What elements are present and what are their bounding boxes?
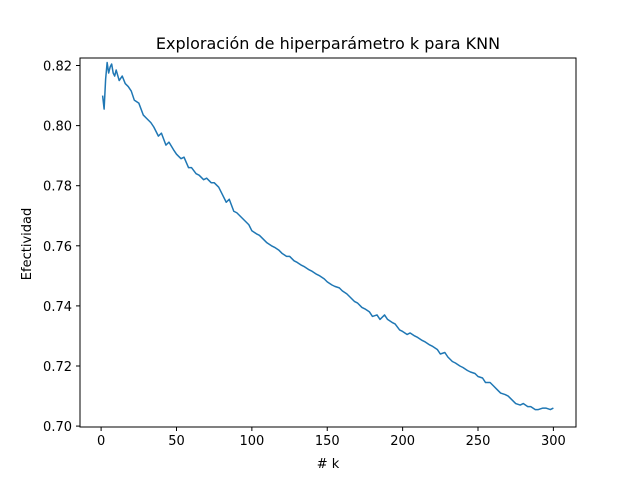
y-tick-label: 0.80 <box>43 120 72 135</box>
axes-frame <box>79 57 577 428</box>
y-tick-label: 0.76 <box>43 240 72 255</box>
x-tick-label: 150 <box>315 434 340 449</box>
x-tick-label: 300 <box>541 434 566 449</box>
x-tick-label: 0 <box>97 434 105 449</box>
plot-area <box>101 61 554 411</box>
y-axis-label: Efectividad <box>20 208 35 280</box>
y-tick-label: 0.74 <box>43 300 72 315</box>
x-tick-label: 100 <box>239 434 264 449</box>
axis-ticks: 0 50 100 150 200 250 300 0.70 0.72 0.74 0.76 0.78 0.… <box>43 60 566 449</box>
y-tick-label: 0.70 <box>43 420 72 435</box>
y-tick-label: 0.72 <box>43 360 72 375</box>
x-axis-label: # k <box>317 457 340 472</box>
x-tick-label: 50 <box>168 434 185 449</box>
x-tick-label: 250 <box>466 434 491 449</box>
y-tick-label: 0.78 <box>43 180 72 195</box>
x-tick-label: 200 <box>390 434 415 449</box>
chart-title: Exploración de hiperparámetro k para KNN <box>156 34 500 53</box>
y-tick-label: 0.82 <box>43 60 72 75</box>
series-line <box>101 61 554 411</box>
